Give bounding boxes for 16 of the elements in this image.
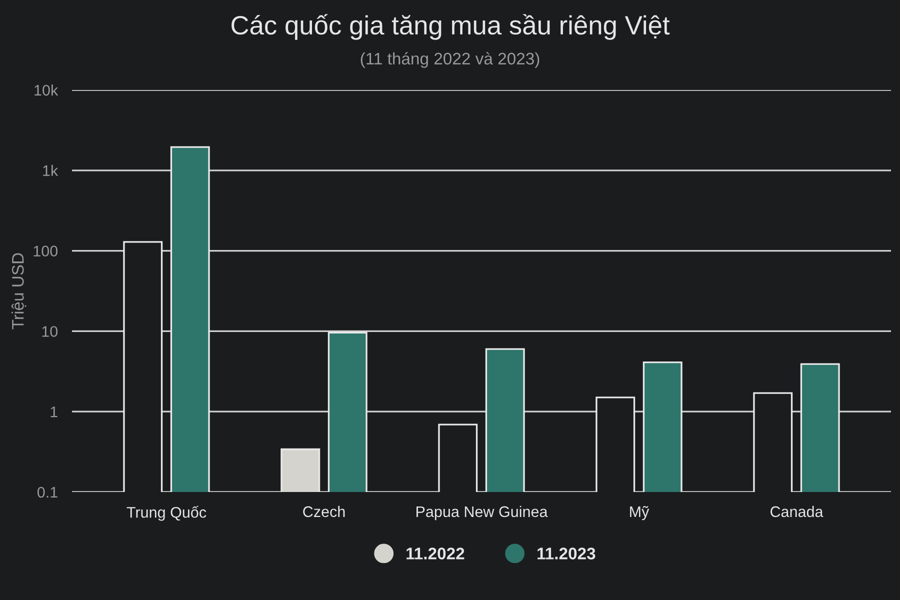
x-tick-label: Czech <box>303 506 345 518</box>
y-tick-label: 1k <box>43 164 58 176</box>
y-tick-label: 0.1 <box>37 486 58 498</box>
x-tick-label: Mỹ <box>630 506 650 520</box>
x-tick-label: Trung Quốc <box>126 506 206 521</box>
x-tick-label: Canada <box>770 506 824 518</box>
chart-subtitle: (11 tháng 2022 và 2023) <box>360 52 540 68</box>
y-tick-label: 100 <box>34 246 58 256</box>
y-tick-label: 10k <box>34 84 58 96</box>
legend-label: 11.2022 <box>406 548 464 560</box>
chart-title: Các quốc gia tăng mua sầu riêng Việt <box>232 14 670 40</box>
x-tick-label: Papua New Guinea <box>416 506 548 520</box>
y-axis-title: Triệu USD <box>11 253 26 330</box>
y-tick-label: 1 <box>50 406 58 418</box>
legend-label: 11.2023 <box>538 548 596 560</box>
y-tick-label: 10 <box>42 326 58 337</box>
